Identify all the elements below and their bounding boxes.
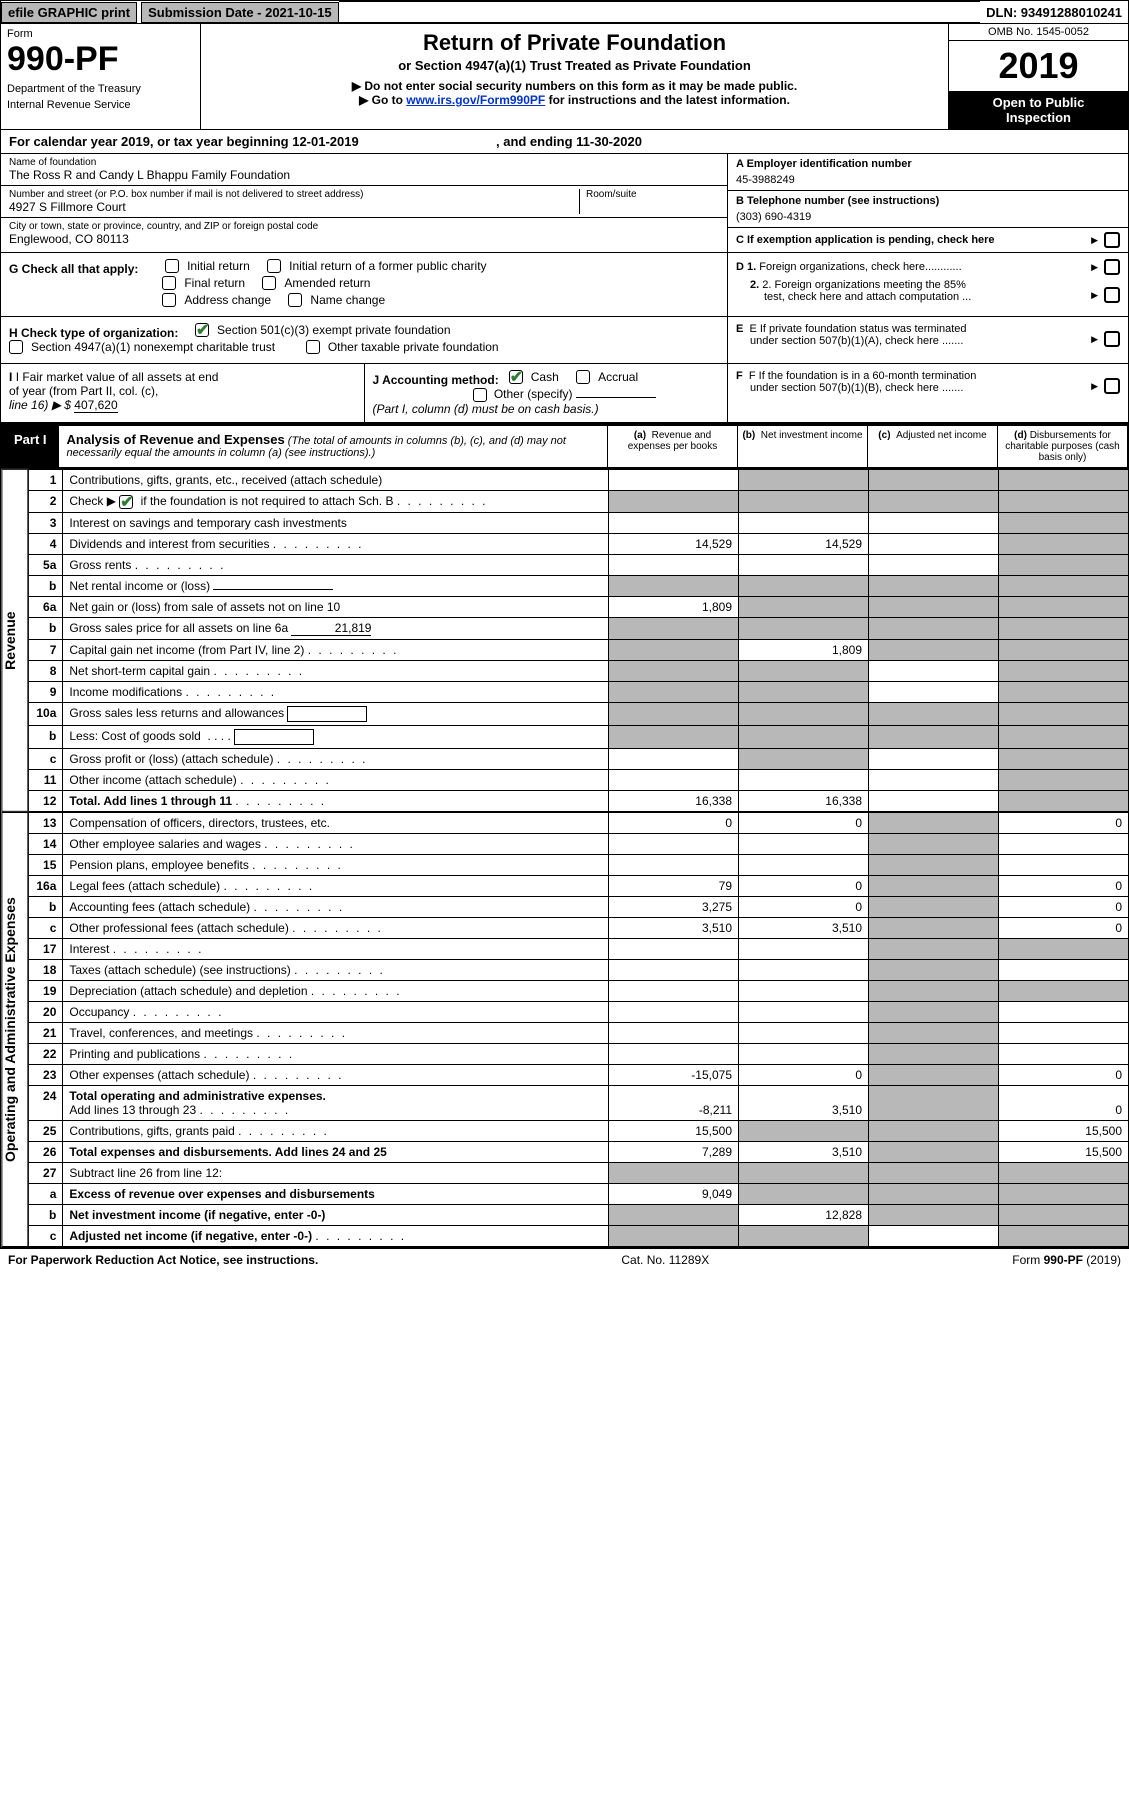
i-j-f-row: I I Fair market value of all assets at e…	[0, 364, 1129, 424]
dept-treasury: Department of the Treasury	[7, 83, 194, 95]
cat-no: Cat. No. 11289X	[621, 1253, 709, 1267]
col-b-header: (b) Net investment income	[737, 426, 867, 467]
omb-number: OMB No. 1545-0052	[949, 24, 1128, 41]
col-a-header: (a) Revenue and expenses per books	[607, 426, 737, 467]
sch-b-checkbox[interactable]	[119, 495, 133, 509]
other-method-checkbox[interactable]	[473, 388, 487, 402]
revenue-side-label: Revenue	[1, 469, 28, 812]
ein-cell: A Employer identification number 45-3988…	[728, 154, 1128, 191]
irs-label: Internal Revenue Service	[7, 99, 194, 111]
exemption-pending-cell: C If exemption application is pending, c…	[728, 228, 1128, 252]
foundation-name-cell: Name of foundation The Ross R and Candy …	[1, 154, 727, 186]
paperwork-notice: For Paperwork Reduction Act Notice, see …	[8, 1253, 318, 1267]
form-title: Return of Private Foundation	[207, 30, 942, 56]
g-check-apply: G Check all that apply: Initial return I…	[1, 253, 728, 316]
form-label: Form	[7, 28, 194, 40]
expenses-table: 13Compensation of officers, directors, t…	[28, 812, 1129, 1247]
h-e-row: H Check type of organization: Section 50…	[0, 317, 1129, 364]
f-60month: F F If the foundation is in a 60-month t…	[728, 364, 1128, 422]
ssn-warning: ▶ Do not enter social security numbers o…	[207, 79, 942, 93]
final-return-checkbox[interactable]	[162, 276, 176, 290]
efile-print-button[interactable]: efile GRAPHIC print	[1, 2, 137, 23]
instructions-line: ▶ Go to www.irs.gov/Form990PF for instru…	[207, 93, 942, 107]
entity-info-row: Name of foundation The Ross R and Candy …	[0, 154, 1129, 253]
4947-checkbox[interactable]	[9, 340, 23, 354]
foreign-85-checkbox[interactable]	[1104, 287, 1120, 303]
initial-return-checkbox[interactable]	[165, 259, 179, 273]
g-d-row: G Check all that apply: Initial return I…	[0, 253, 1129, 317]
col-c-header: (c) Adjusted net income	[867, 426, 997, 467]
address-cell: Number and street (or P.O. box number if…	[1, 186, 727, 218]
dln: DLN: 93491288010241	[980, 3, 1128, 22]
form-id-box: Form 990-PF Department of the Treasury I…	[1, 24, 201, 129]
exemption-checkbox[interactable]	[1104, 232, 1120, 248]
60month-checkbox[interactable]	[1104, 378, 1120, 394]
open-to-public: Open to PublicInspection	[949, 91, 1128, 129]
j-accounting: J Accounting method: Cash Accrual Other …	[365, 364, 728, 422]
part1-header: Part I Analysis of Revenue and Expenses …	[0, 424, 1129, 469]
instructions-link[interactable]: www.irs.gov/Form990PF	[406, 93, 545, 107]
foreign-org-checkbox[interactable]	[1104, 259, 1120, 275]
form-title-box: Return of Private Foundation or Section …	[201, 24, 948, 129]
status-terminated-checkbox[interactable]	[1104, 331, 1120, 347]
initial-former-checkbox[interactable]	[267, 259, 281, 273]
goto-pre: ▶ Go to	[359, 93, 406, 107]
cash-checkbox[interactable]	[509, 370, 523, 384]
other-taxable-checkbox[interactable]	[306, 340, 320, 354]
form-number: 990-PF	[7, 40, 194, 79]
top-bar: efile GRAPHIC print Submission Date - 20…	[0, 0, 1129, 24]
phone-cell: B Telephone number (see instructions) (3…	[728, 191, 1128, 228]
501c3-checkbox[interactable]	[195, 323, 209, 337]
tax-year: 2019	[949, 41, 1128, 91]
city-cell: City or town, state or province, country…	[1, 218, 727, 249]
col-d-header: (d) Disbursements for charitable purpose…	[997, 426, 1127, 467]
i-j-box: I I Fair market value of all assets at e…	[1, 364, 728, 422]
revenue-table: 1Contributions, gifts, grants, etc., rec…	[28, 469, 1129, 812]
part1-label: Part I	[2, 426, 59, 467]
page-footer: For Paperwork Reduction Act Notice, see …	[0, 1247, 1129, 1271]
e-terminated: E E If private foundation status was ter…	[728, 317, 1128, 363]
address-change-checkbox[interactable]	[162, 293, 176, 307]
amended-return-checkbox[interactable]	[262, 276, 276, 290]
h-org-type: H Check type of organization: Section 50…	[1, 317, 728, 363]
expenses-side-label: Operating and Administrative Expenses	[1, 812, 28, 1247]
i-fmv: I I Fair market value of all assets at e…	[1, 364, 365, 422]
calendar-year-row: For calendar year 2019, or tax year begi…	[0, 130, 1129, 154]
form-ref: Form 990-PF (2019)	[1012, 1253, 1121, 1267]
d-foreign-org: D 1. D 1. Foreign organizations, check h…	[728, 253, 1128, 316]
form-header: Form 990-PF Department of the Treasury I…	[0, 24, 1129, 130]
accrual-checkbox[interactable]	[576, 370, 590, 384]
submission-date: Submission Date - 2021-10-15	[141, 2, 339, 23]
part1-desc: Analysis of Revenue and Expenses (The to…	[59, 426, 607, 467]
expenses-section: Operating and Administrative Expenses 13…	[0, 812, 1129, 1247]
goto-post: for instructions and the latest informat…	[545, 93, 790, 107]
spacer	[339, 1, 981, 23]
year-box: OMB No. 1545-0052 2019 Open to PublicIns…	[948, 24, 1128, 129]
revenue-section: Revenue 1Contributions, gifts, grants, e…	[0, 469, 1129, 812]
form-subtitle: or Section 4947(a)(1) Trust Treated as P…	[207, 58, 942, 73]
name-change-checkbox[interactable]	[288, 293, 302, 307]
